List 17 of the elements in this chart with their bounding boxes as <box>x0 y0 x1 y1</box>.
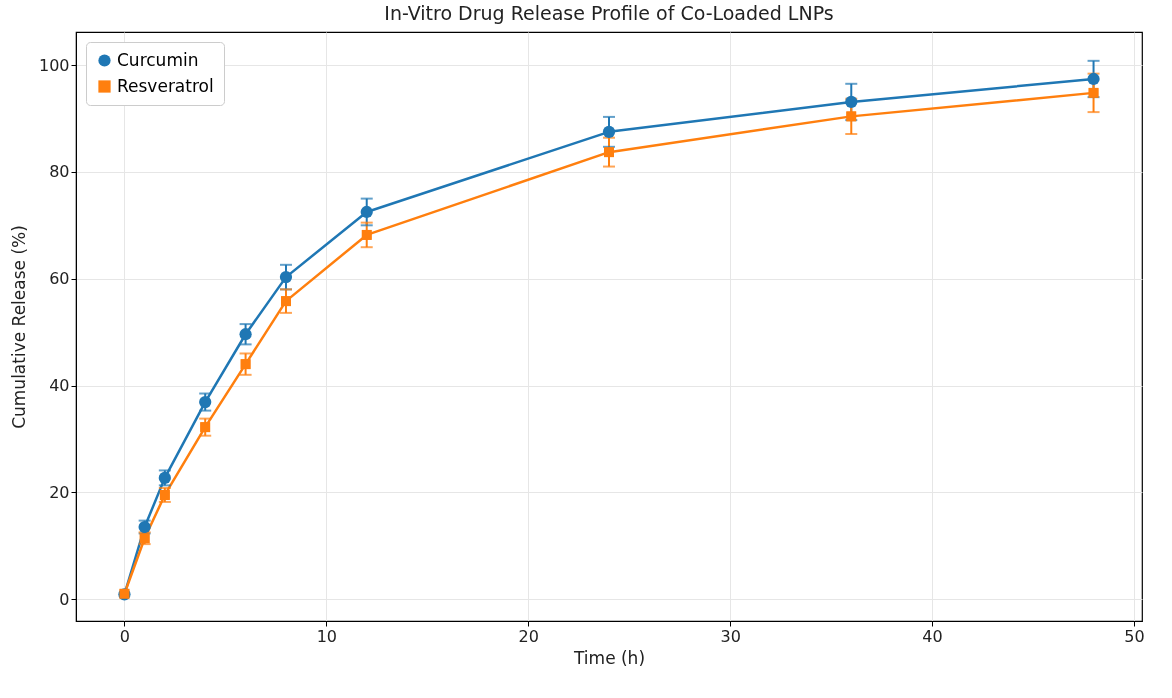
x-tick-label: 40 <box>922 626 943 646</box>
y-tick-label: 80 <box>49 162 70 182</box>
x-tick-label: 20 <box>518 626 539 646</box>
legend-label: Resveratrol <box>117 75 214 96</box>
x-tick-label: 10 <box>316 626 338 646</box>
x-tick-label: 30 <box>720 626 741 646</box>
y-tick-label: 0 <box>59 589 70 609</box>
legend-label: Curcumin <box>117 49 199 70</box>
y-tick-label: 20 <box>49 482 70 502</box>
y-axis-title: Cumulative Release (%) <box>8 225 29 429</box>
y-tick-label: 100 <box>38 55 70 75</box>
y-tick-label: 40 <box>49 376 70 396</box>
y-tick-label: 60 <box>49 269 70 289</box>
x-tick-label: 0 <box>119 626 131 646</box>
x-tick-label: 50 <box>1124 626 1145 646</box>
x-axis-title: Time (h) <box>572 647 646 668</box>
chart-title: In-Vitro Drug Release Profile of Co-Loaded LNPs <box>384 2 834 24</box>
